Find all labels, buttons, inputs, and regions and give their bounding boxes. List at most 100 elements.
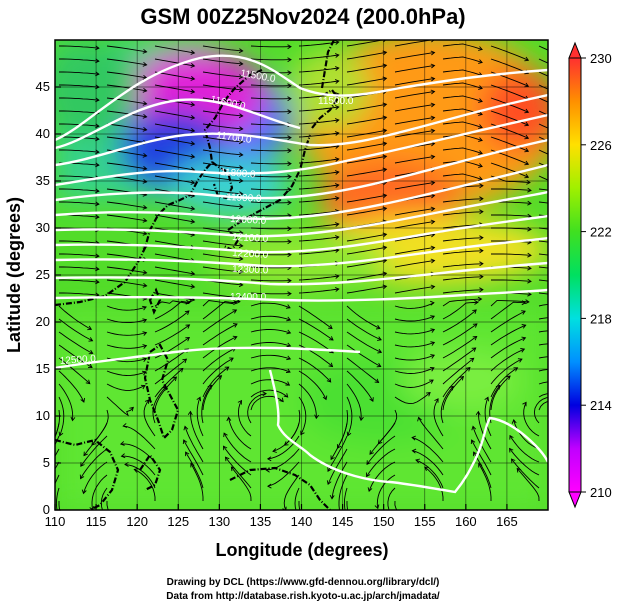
streamline [327,435,348,472]
streamline [237,400,252,437]
streamline-arrowhead [272,448,277,453]
streamline-arrowhead [238,256,244,262]
streamline-arrowhead [334,183,340,188]
streamline [58,370,85,403]
y-axis-label: Latitude (degrees) [4,197,24,353]
contour-label: 12000.0 [230,214,267,227]
streamline-arrowhead [478,98,483,103]
streamline-arrowhead [478,85,483,90]
contour-11700 [55,93,548,167]
streamline-arrowhead [224,456,230,462]
streamline [250,201,292,204]
streamline [59,97,99,101]
streamline [346,207,387,216]
contour-label: 12100.0 [232,232,269,245]
streamline-arrowhead [334,53,340,58]
streamline [80,435,108,467]
x-tick-label: 160 [455,514,477,529]
streamline-arrowhead [346,431,352,437]
streamline-arrowhead [495,384,501,390]
streamline [442,289,483,294]
x-tick-label: 155 [414,514,436,529]
credit-data: Data from http://database.rish.kyoto-u.a… [166,591,440,602]
streamline [513,419,540,450]
streamline [298,223,339,229]
streamline-arrowhead [142,217,148,223]
streamline [442,250,483,255]
streamline-arrowhead [411,435,416,441]
streamline-arrowhead [330,455,335,461]
streamline [538,279,548,282]
contour-11800 [55,113,548,187]
streamline [106,318,147,324]
streamline-arrowhead [238,113,244,119]
streamline-arrowhead [233,300,238,306]
streamline [106,110,147,118]
contour-labels: 11500.0 11500.0 11600.0 11700.0 11800.0 … [59,68,353,367]
streamline [298,331,334,354]
contour-12400 [55,261,548,286]
streamline [394,221,435,229]
credit-drawing: Drawing by DCL (https://www.gfd-dennou.o… [167,577,440,588]
streamline-arrowhead [285,381,291,386]
contour-12600 [55,346,361,370]
streamline [250,214,292,217]
colorbar-min-arrow [568,491,582,509]
plot-area: 11500.0 11500.0 11600.0 11700.0 11800.0 … [55,40,548,510]
streamline-arrowhead [224,366,230,371]
streamline-arrowhead [190,219,196,224]
streamline [394,182,435,190]
streamline-arrowhead [141,370,147,376]
streamline-arrowhead [383,40,387,43]
streamline [490,58,529,74]
streamline [154,310,190,333]
streamline-arrowhead [513,367,519,372]
streamline-arrowhead [95,149,100,155]
streamline [394,500,398,510]
streamline-arrowhead [478,46,483,51]
streamline-arrowhead [190,141,196,146]
streamline [154,266,195,275]
streamline [346,305,381,329]
streamline [202,175,243,182]
streamline [154,84,195,93]
streamline [100,487,108,510]
streamline-arrowhead [187,410,193,416]
streamline-arrowhead [524,56,530,62]
streamline [59,175,99,179]
streamline [490,358,523,385]
streamline [346,501,349,510]
streamline-arrowhead [521,336,527,342]
streamline [538,401,548,411]
streamline [394,286,435,294]
streamline-arrowhead [95,214,100,220]
streamline [346,318,382,341]
streamline-arrowhead [334,66,340,71]
y-tick-label: 5 [43,455,50,470]
streamline [346,370,374,402]
streamline-arrowhead [374,378,380,384]
streamline [298,145,339,151]
streamline [183,439,204,476]
streamline [491,188,532,191]
streamline-arrowhead [377,336,382,341]
streamline-arrowhead [140,384,146,390]
streamline-arrowhead [95,188,100,194]
streamline-arrowhead [369,397,374,402]
streamline [154,201,195,210]
streamline-arrowhead [238,269,244,275]
contour-label: 11800.0 [220,167,257,180]
streamline-arrowhead [334,196,340,201]
colorbar-tick-label: 230 [590,51,612,66]
x-tick-label: 145 [332,514,354,529]
x-tick-label: 110 [45,514,66,529]
streamline [538,71,548,77]
streamline-arrowhead [374,504,380,510]
streamline [538,58,548,64]
streamline-arrowhead [479,209,484,215]
streamline [152,386,167,424]
streamline [55,422,60,439]
streamline-arrowhead [232,323,238,328]
streamline [223,445,252,476]
streamline-arrowhead [471,425,477,431]
